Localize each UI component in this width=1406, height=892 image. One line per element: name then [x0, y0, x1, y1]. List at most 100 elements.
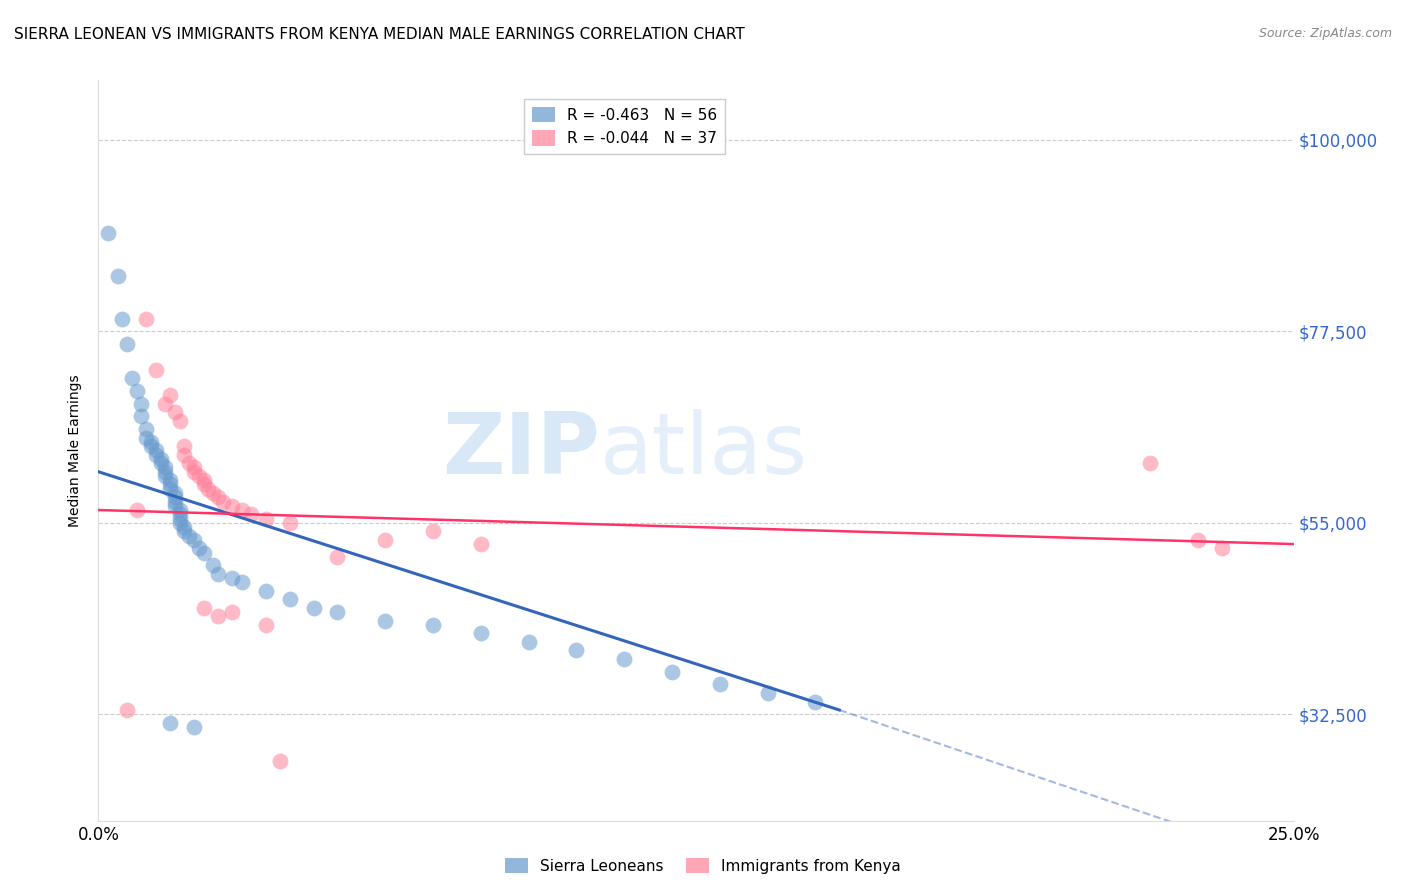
Point	[139, 434, 162, 449]
Point	[202, 558, 225, 573]
Point	[231, 575, 253, 590]
Point	[804, 694, 827, 708]
Point	[163, 499, 186, 513]
Point	[159, 482, 181, 496]
Point	[149, 452, 172, 467]
Point	[155, 469, 177, 483]
Point	[202, 486, 225, 500]
Point	[221, 571, 243, 585]
Point	[149, 456, 172, 470]
Point	[163, 490, 186, 504]
Point	[197, 482, 219, 496]
Point	[326, 605, 349, 619]
Point	[193, 600, 215, 615]
Y-axis label: Median Male Earnings: Median Male Earnings	[69, 374, 83, 527]
Point	[163, 405, 186, 419]
Point	[326, 549, 349, 564]
Point	[131, 409, 153, 424]
Point	[254, 511, 277, 525]
Point	[374, 614, 396, 628]
Point	[131, 397, 153, 411]
Point	[145, 362, 167, 376]
Point	[97, 227, 120, 241]
Text: Source: ZipAtlas.com: Source: ZipAtlas.com	[1258, 27, 1392, 40]
Point	[135, 311, 157, 326]
Point	[422, 524, 444, 539]
Point	[159, 715, 181, 730]
Point	[183, 465, 205, 479]
Point	[709, 677, 731, 691]
Point	[231, 503, 253, 517]
Point	[155, 397, 177, 411]
Point	[661, 665, 683, 679]
Point	[159, 477, 181, 491]
Point	[135, 431, 157, 445]
Point	[756, 686, 779, 700]
Point	[139, 439, 162, 453]
Point	[240, 508, 263, 522]
Point	[159, 473, 181, 487]
Point	[183, 460, 205, 475]
Point	[211, 494, 233, 508]
Point	[173, 439, 195, 453]
Point	[269, 754, 291, 768]
Point	[193, 545, 215, 559]
Point	[173, 524, 195, 539]
Point	[115, 703, 138, 717]
Point	[302, 600, 325, 615]
Point	[193, 473, 215, 487]
Point	[221, 499, 243, 513]
Point	[173, 520, 195, 534]
Point	[155, 460, 177, 475]
Point	[193, 477, 215, 491]
Point	[183, 533, 205, 547]
Point	[187, 541, 209, 556]
Point	[1139, 456, 1161, 470]
Point	[155, 465, 177, 479]
Point	[115, 337, 138, 351]
Point	[278, 516, 301, 530]
Point	[169, 511, 191, 525]
Point	[179, 456, 201, 470]
Point	[125, 503, 148, 517]
Text: ZIP: ZIP	[443, 409, 600, 492]
Point	[422, 618, 444, 632]
Point	[565, 643, 588, 657]
Point	[169, 508, 191, 522]
Point	[173, 448, 195, 462]
Point	[169, 516, 191, 530]
Point	[1187, 533, 1209, 547]
Point	[111, 311, 134, 326]
Point	[179, 528, 201, 542]
Point	[1211, 541, 1233, 556]
Point	[159, 388, 181, 402]
Point	[145, 448, 167, 462]
Point	[374, 533, 396, 547]
Point	[169, 503, 191, 517]
Point	[278, 592, 301, 607]
Point	[254, 618, 277, 632]
Point	[207, 566, 229, 581]
Text: SIERRA LEONEAN VS IMMIGRANTS FROM KENYA MEDIAN MALE EARNINGS CORRELATION CHART: SIERRA LEONEAN VS IMMIGRANTS FROM KENYA …	[14, 27, 745, 42]
Point	[517, 635, 540, 649]
Point	[187, 469, 209, 483]
Text: atlas: atlas	[600, 409, 808, 492]
Point	[613, 652, 636, 666]
Point	[207, 609, 229, 624]
Point	[254, 583, 277, 598]
Point	[470, 626, 492, 640]
Point	[163, 486, 186, 500]
Legend: R = -0.463   N = 56, R = -0.044   N = 37: R = -0.463 N = 56, R = -0.044 N = 37	[524, 99, 724, 154]
Point	[135, 422, 157, 436]
Legend: Sierra Leoneans, Immigrants from Kenya: Sierra Leoneans, Immigrants from Kenya	[499, 852, 907, 880]
Point	[121, 371, 143, 385]
Point	[145, 443, 167, 458]
Point	[107, 268, 129, 283]
Point	[470, 537, 492, 551]
Point	[163, 494, 186, 508]
Point	[183, 720, 205, 734]
Point	[125, 384, 148, 398]
Point	[169, 414, 191, 428]
Point	[207, 490, 229, 504]
Point	[221, 605, 243, 619]
